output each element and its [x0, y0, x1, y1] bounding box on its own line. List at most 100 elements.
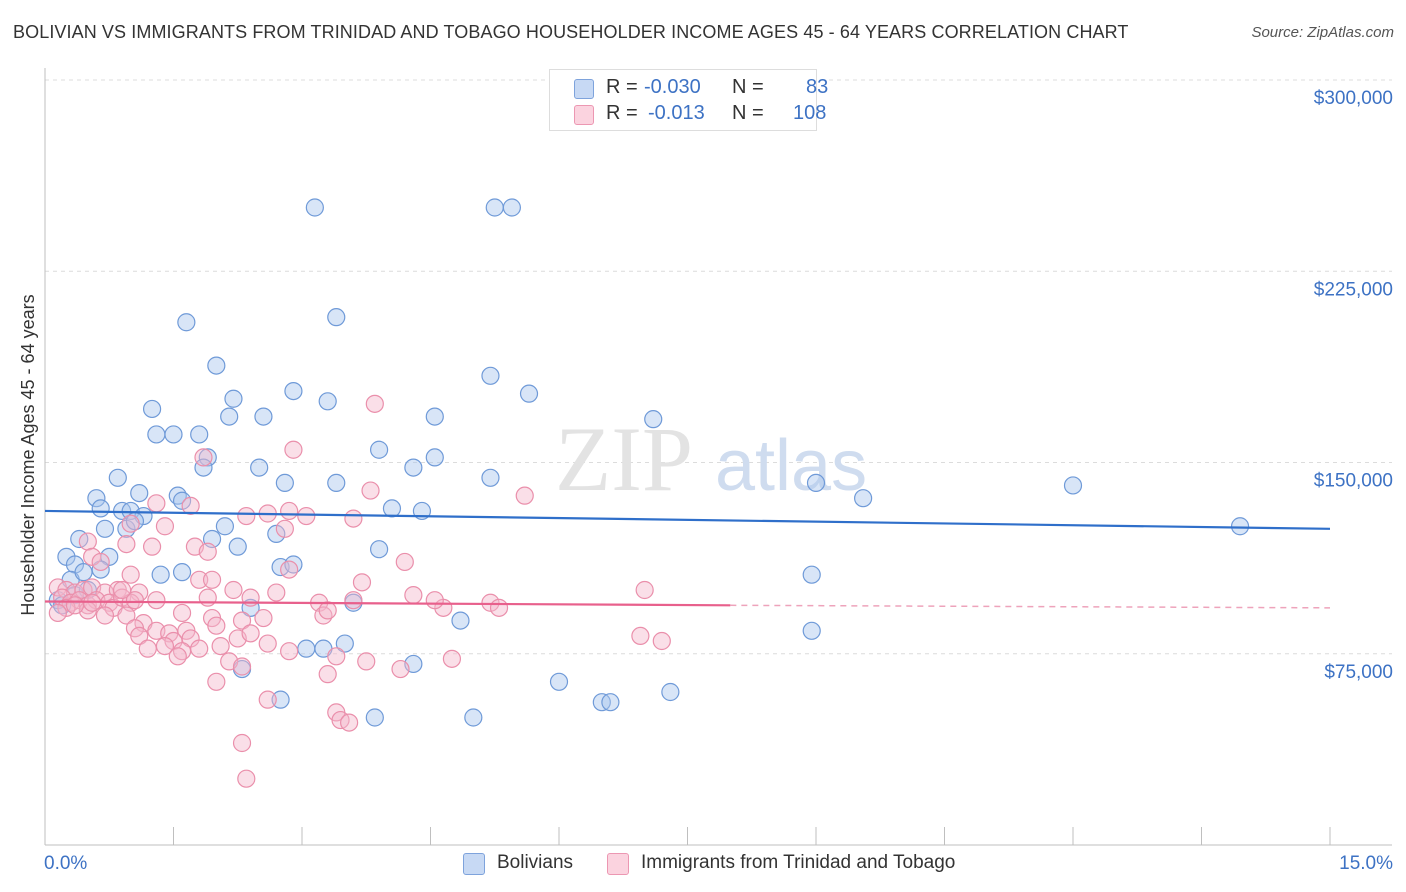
- data-point: [854, 489, 873, 508]
- data-point: [232, 657, 252, 676]
- data-point: [1230, 517, 1250, 536]
- data-point: [95, 519, 115, 538]
- data-point: [635, 580, 654, 600]
- data-point: [112, 580, 132, 600]
- data-point: [232, 611, 252, 630]
- data-point: [284, 382, 303, 401]
- data-point: [48, 603, 67, 623]
- data-point: [267, 583, 286, 602]
- chart-title: BOLIVIAN VS IMMIGRANTS FROM TRINIDAD AND…: [13, 22, 1129, 42]
- data-point: [172, 491, 192, 510]
- data-point: [87, 489, 106, 508]
- axes: [44, 68, 1392, 846]
- data-point: [327, 473, 346, 492]
- data-point: [241, 624, 260, 643]
- data-point: [361, 481, 380, 500]
- data-point: [250, 458, 269, 477]
- data-point: [489, 598, 509, 617]
- data-point: [391, 659, 410, 679]
- y-tick-label: $300,000: [1314, 88, 1393, 109]
- data-point: [142, 399, 162, 419]
- data-point: [271, 690, 290, 709]
- data-point: [425, 591, 444, 610]
- bottom-legend-label: Bolivians: [497, 852, 574, 873]
- data-point: [117, 534, 136, 554]
- data-point: [151, 565, 170, 584]
- trend-line-trinidad: [44, 600, 731, 607]
- bottom-legend-swatch-pink: [607, 853, 629, 875]
- data-point: [549, 672, 569, 691]
- data-point: [335, 634, 354, 653]
- data-point: [194, 458, 213, 477]
- data-point: [297, 639, 316, 658]
- legend-r-label: R =: [606, 102, 638, 124]
- data-point: [631, 626, 650, 646]
- data-point: [207, 356, 226, 375]
- y-axis-label: Householder Income Ages 45 - 64 years: [18, 294, 38, 615]
- y-tick-labels: $75,000 $150,000 $225,000 $300,000: [1314, 88, 1393, 683]
- data-point: [297, 506, 316, 526]
- data-point: [211, 636, 230, 656]
- data-point: [91, 560, 110, 579]
- data-point: [275, 519, 294, 538]
- data-point: [194, 448, 213, 467]
- legend-n-value: 108: [793, 102, 827, 124]
- gridlines: [45, 79, 1392, 655]
- data-point: [318, 601, 337, 620]
- data-point: [515, 486, 534, 505]
- data-point: [481, 468, 500, 487]
- data-point: [442, 649, 462, 668]
- watermark-zip: ZIP: [555, 408, 693, 510]
- data-point: [318, 392, 337, 411]
- data-point: [258, 634, 277, 653]
- data-point: [74, 563, 93, 582]
- data-point: [352, 573, 372, 592]
- data-point: [65, 596, 85, 615]
- data-point: [164, 425, 183, 444]
- trend-line-bolivians: [44, 509, 1331, 530]
- data-point: [365, 394, 384, 413]
- data-point: [365, 708, 384, 727]
- data-point: [802, 621, 821, 640]
- data-point: [395, 552, 414, 572]
- data-point: [130, 626, 149, 646]
- data-point: [254, 407, 273, 426]
- y-tick-label: $75,000: [1324, 662, 1393, 683]
- data-point: [382, 499, 402, 518]
- data-point: [91, 499, 110, 518]
- data-point: [198, 588, 217, 607]
- data-point: [121, 565, 140, 584]
- data-point: [198, 448, 217, 467]
- y-tick-label: $150,000: [1314, 471, 1393, 492]
- data-point: [481, 593, 500, 612]
- x-tick-labels: 0.0% 15.0%: [44, 853, 1393, 874]
- data-point: [485, 198, 504, 217]
- data-point: [155, 517, 175, 536]
- data-point: [280, 501, 299, 521]
- data-point: [207, 672, 226, 691]
- data-point: [370, 440, 389, 459]
- data-point: [232, 733, 252, 753]
- data-point: [344, 591, 363, 610]
- data-point: [91, 552, 110, 572]
- data-point: [284, 440, 303, 459]
- data-point: [519, 384, 539, 403]
- data-point: [280, 560, 299, 579]
- data-point: [357, 652, 376, 671]
- data-point: [258, 690, 277, 709]
- data-point: [318, 665, 337, 684]
- data-point: [190, 570, 209, 589]
- data-point: [95, 606, 115, 625]
- data-point: [224, 389, 243, 408]
- data-point: [177, 313, 196, 332]
- y-tick-label: $225,000: [1314, 279, 1393, 300]
- data-point: [198, 542, 217, 561]
- data-point: [601, 693, 620, 712]
- data-point: [802, 565, 821, 584]
- data-point: [237, 769, 256, 788]
- data-point: [172, 563, 192, 582]
- data-point: [121, 514, 140, 533]
- legend-swatch-blue: [574, 79, 594, 99]
- data-point: [481, 366, 500, 385]
